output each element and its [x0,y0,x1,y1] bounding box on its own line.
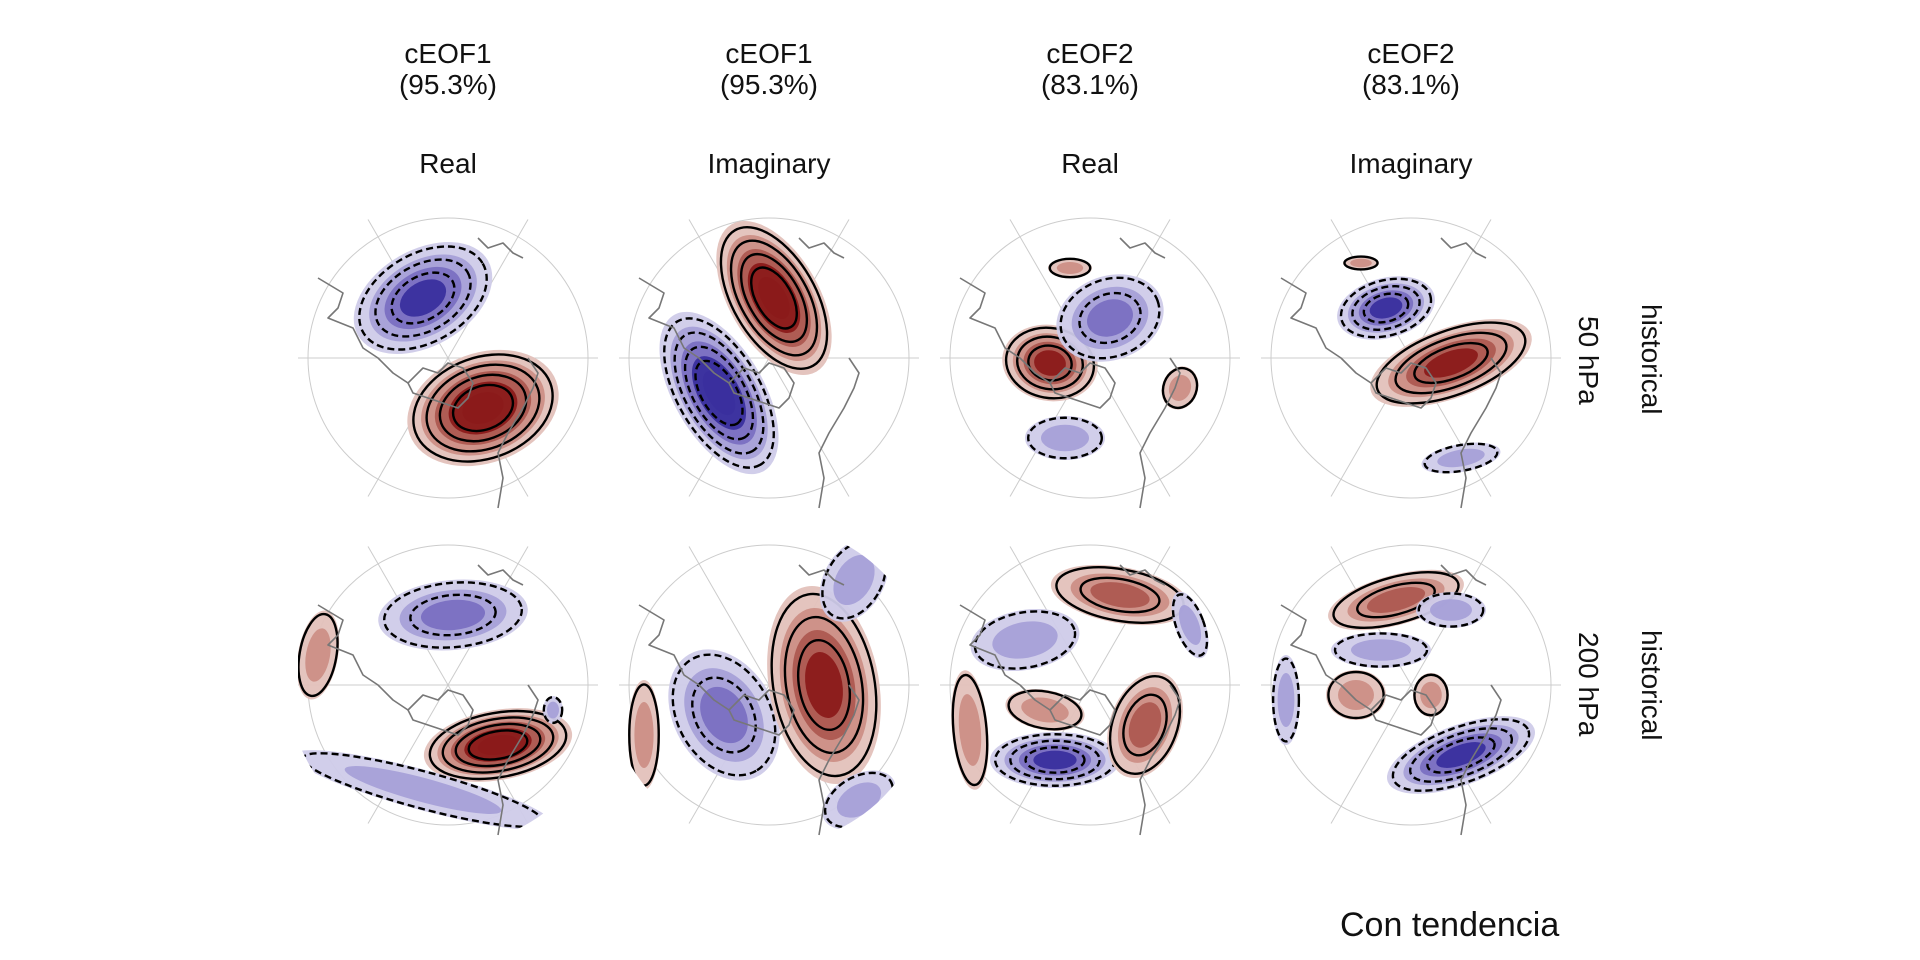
negative-anomaly [1386,716,1536,794]
negative-anomaly [1056,274,1164,362]
map-panel-r1-c1 [298,208,598,514]
negative-anomaly [970,608,1080,672]
negative-anomaly [1025,416,1105,460]
map-content [298,208,598,514]
col-header-3-eof: cEOF2 [1046,38,1134,69]
figure-footer: Con tendencia [1340,906,1560,944]
map-content [1261,535,1561,841]
row-2-level: 200 hPa [1573,632,1604,737]
col-header-1-eof: cEOF1 [404,38,492,69]
positive-anomaly [298,610,340,700]
positive-anomaly [1413,673,1449,717]
col-part-1: Real [419,148,477,179]
positive-anomaly [1343,255,1379,271]
col-header-3-variance: (83.1%) [1040,69,1140,100]
negative-anomaly [668,649,780,781]
negative-anomaly [378,579,528,651]
map-panel-r1-c3 [940,208,1240,514]
positive-anomaly [1005,689,1085,731]
positive-anomaly [716,221,832,375]
col-header-2: cEOF1 (95.3%) [619,38,919,100]
negative-anomaly [1421,442,1501,474]
positive-anomaly [1048,257,1092,279]
map-content [1261,208,1561,514]
col-header-1-variance: (95.3%) [398,69,498,100]
col-part-4: Imaginary [1349,148,1473,179]
coastlines [638,237,860,509]
map-panel-r2-c3 [940,535,1240,841]
col-header-3: cEOF2 (83.1%) [940,38,1240,100]
map-panel-r1-c2 [619,208,919,514]
col-part-2: Imaginary [707,148,831,179]
row-2-experiment: historical [1636,630,1667,741]
positive-anomaly [628,680,660,790]
col-header-2-variance: (95.3%) [719,69,819,100]
positive-anomaly [407,349,559,467]
map-content [619,208,919,514]
map-content [619,535,919,841]
negative-anomaly [353,242,493,354]
positive-anomaly [767,586,881,784]
map-panel-r2-c2 [619,535,919,841]
col-header-4-eof: cEOF2 [1367,38,1455,69]
negative-anomaly [990,732,1120,788]
map-content [940,535,1240,841]
map-panel-r2-c4 [1261,535,1561,841]
col-part-3: Real [1061,148,1119,179]
coastlines [959,564,1181,836]
coastlines [1280,237,1502,509]
coastlines [1280,564,1502,836]
negative-anomaly [542,695,564,725]
map-panel-r2-c1 [298,535,598,841]
positive-anomaly [1328,569,1464,631]
negative-anomaly [1271,655,1301,745]
positive-anomaly [423,708,573,782]
map-content [940,208,1240,514]
coastlines [638,564,860,836]
map-content [298,535,598,841]
row-1-level: 50 hPa [1573,316,1604,405]
negative-anomaly [1416,592,1486,628]
negative-anomaly [1337,276,1435,340]
positive-anomaly [1107,671,1183,779]
map-panel-r1-c4 [1261,208,1561,514]
coastlines [959,237,1181,509]
coastlines [317,237,539,509]
graticule [1261,535,1561,841]
positive-anomaly [1326,670,1386,720]
col-header-4: cEOF2 (83.1%) [1261,38,1561,100]
row-1-experiment: historical [1636,304,1667,415]
positive-anomaly [1161,366,1199,410]
col-header-1: cEOF1 (95.3%) [298,38,598,100]
coastlines [317,564,539,836]
negative-anomaly [1331,632,1431,668]
col-header-4-variance: (83.1%) [1361,69,1461,100]
positive-anomaly [1370,319,1532,407]
negative-anomaly [1171,591,1209,659]
positive-anomaly [951,670,989,790]
col-header-2-eof: cEOF1 [725,38,813,69]
